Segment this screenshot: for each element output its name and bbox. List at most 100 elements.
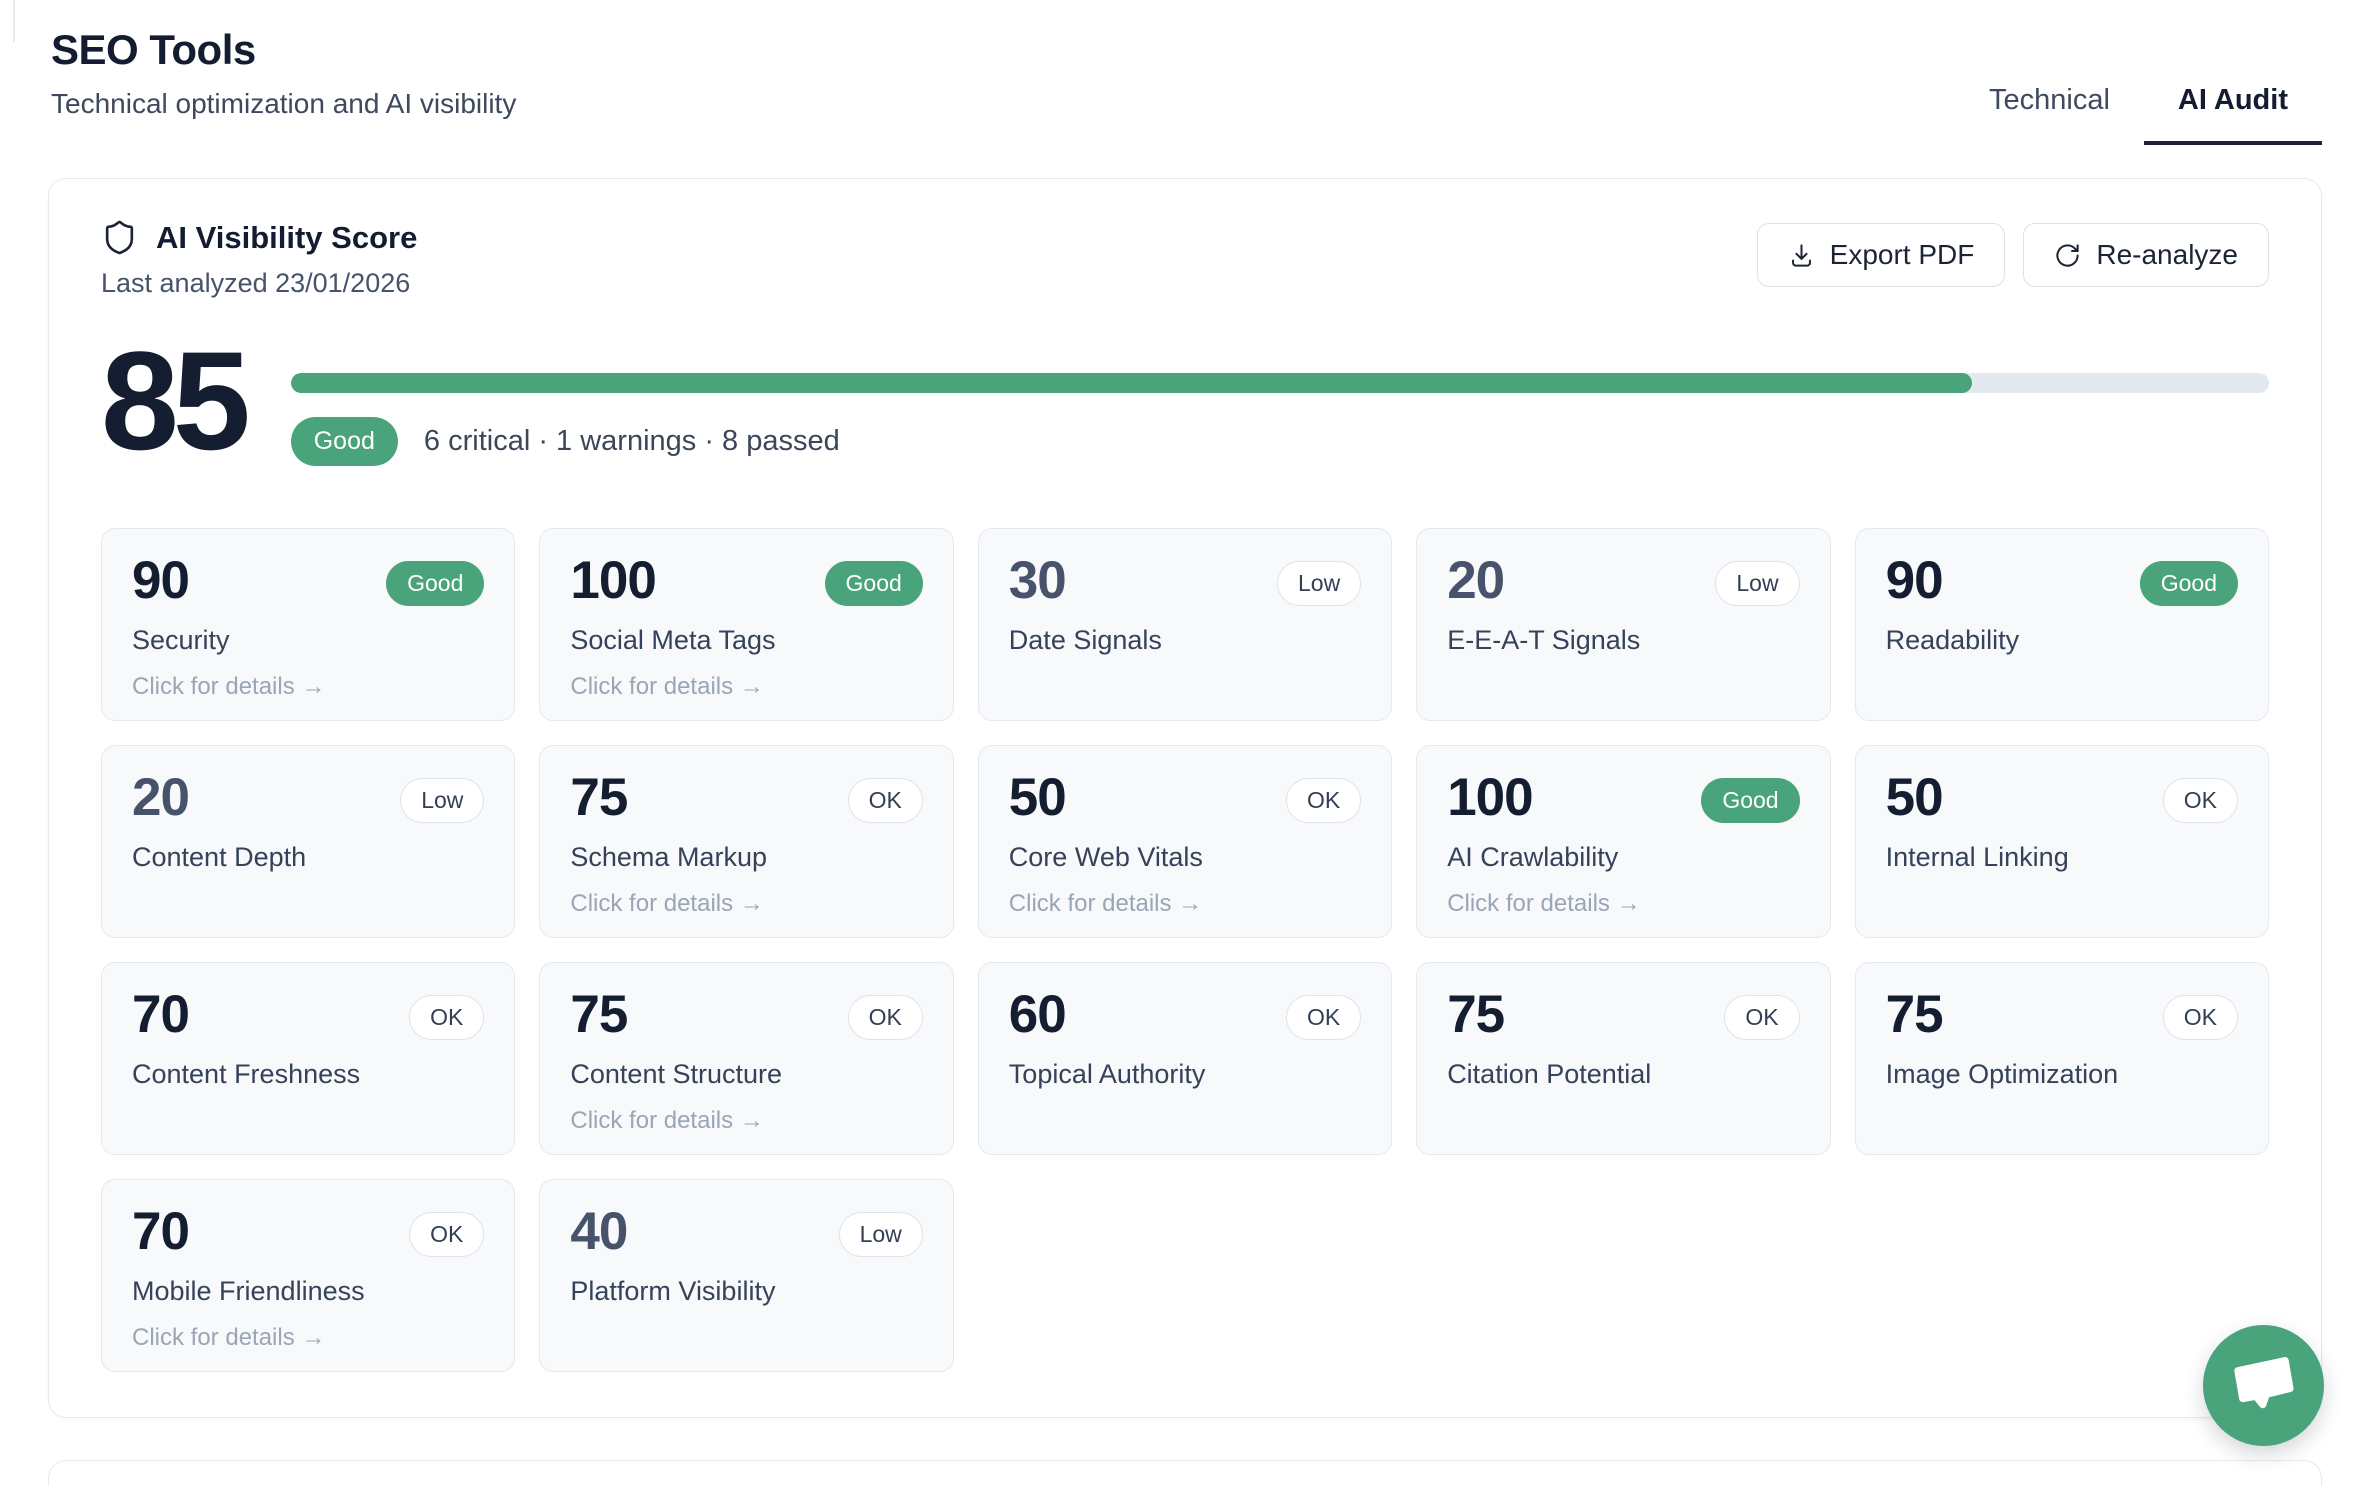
metric-label: Content Structure — [570, 1058, 783, 1089]
metric-card[interactable]: 75 OK Content Structure Click for detail… — [539, 962, 954, 1155]
metric-status-badge: OK — [2162, 995, 2238, 1040]
metric-label: Security — [132, 624, 230, 655]
page-title: SEO Tools — [51, 26, 256, 73]
metric-label: Social Meta Tags — [570, 624, 776, 655]
tab-ai-audit[interactable]: AI Audit — [2143, 84, 2322, 145]
page-subtitle: Technical optimization and AI visibility — [51, 88, 517, 119]
metric-status-badge: Low — [1715, 561, 1800, 606]
metric-score: 20 — [132, 768, 190, 827]
metric-status-badge: OK — [1285, 995, 1362, 1040]
score-summary-text: 6 critical · 1 warnings · 8 passed — [423, 425, 840, 457]
metric-status-badge: Good — [1701, 778, 1800, 823]
metric-score: 70 — [132, 985, 190, 1044]
metric-details-link[interactable]: Click for details → — [132, 672, 326, 700]
metric-card[interactable]: 20 Low Content Depth — [101, 745, 516, 938]
score-row: 85 Good 6 critical · 1 warnings · 8 pass… — [101, 322, 2269, 479]
metric-card[interactable]: 50 OK Internal Linking — [1854, 745, 2269, 938]
chat-bubble-icon — [2230, 1354, 2298, 1418]
metric-label: Schema Markup — [570, 841, 767, 872]
metric-label: Date Signals — [1008, 624, 1162, 655]
metric-score: 50 — [1885, 768, 1944, 827]
metric-status-badge: Good — [824, 561, 923, 606]
export-pdf-button[interactable]: Export PDF — [1756, 223, 2006, 287]
metric-status-badge: Good — [2139, 561, 2238, 606]
panel-title: AI Visibility Score — [156, 219, 418, 255]
metric-score: 100 — [1447, 768, 1533, 827]
metric-card[interactable]: 100 Good AI Crawlability Click for detai… — [1416, 745, 1831, 938]
metric-score: 60 — [1008, 985, 1067, 1044]
metric-details-link[interactable]: Click for details → — [1447, 889, 1641, 917]
metric-card[interactable]: 40 Low Platform Visibility — [539, 1179, 954, 1372]
metric-card[interactable]: 75 OK Citation Potential — [1416, 962, 1831, 1155]
download-icon — [1788, 242, 1815, 269]
score-progress-fill — [290, 373, 1973, 393]
metric-score: 75 — [570, 985, 628, 1044]
metric-status-badge: Good — [386, 561, 485, 606]
metric-label: Core Web Vitals — [1008, 841, 1203, 872]
metric-score: 100 — [570, 551, 656, 610]
page-heading-block: SEO Tools Technical optimization and AI … — [51, 26, 516, 145]
metric-status-badge: OK — [2162, 778, 2238, 823]
metric-details-link[interactable]: Click for details → — [570, 672, 764, 700]
metric-score: 90 — [132, 551, 190, 610]
metric-details-link[interactable]: Click for details → — [570, 1106, 764, 1134]
metric-status-badge: OK — [1285, 778, 1362, 823]
metric-card[interactable]: 50 OK Core Web Vitals Click for details … — [977, 745, 1393, 938]
panel-header: AI Visibility Score Last analyzed 23/01/… — [101, 219, 2269, 299]
metric-card[interactable]: 100 Good Social Meta Tags Click for deta… — [539, 528, 954, 721]
metric-score: 90 — [1885, 551, 1944, 610]
ai-visibility-panel: AI Visibility Score Last analyzed 23/01/… — [48, 178, 2322, 1418]
page-header: SEO Tools Technical optimization and AI … — [0, 0, 2370, 145]
score-progress-track — [290, 373, 2269, 393]
metric-label: Mobile Friendliness — [132, 1275, 365, 1306]
shield-icon — [101, 219, 138, 256]
metric-label: Readability — [1885, 624, 2020, 655]
metric-card[interactable]: 90 Good Readability — [1854, 528, 2269, 721]
metric-card[interactable]: 75 OK Schema Markup Click for details → — [539, 745, 954, 938]
metric-label: Topical Authority — [1008, 1058, 1206, 1089]
metric-details-link[interactable]: Click for details → — [570, 889, 764, 917]
metric-status-badge: OK — [409, 995, 485, 1040]
metric-label: Internal Linking — [1885, 841, 2069, 872]
score-status-badge: Good — [290, 417, 398, 466]
metrics-grid: 90 Good Security Click for details → 100… — [101, 528, 2269, 1372]
metric-label: Citation Potential — [1447, 1058, 1652, 1089]
refresh-icon — [2054, 242, 2081, 269]
chat-fab-button[interactable] — [2203, 1325, 2324, 1446]
metric-card[interactable]: 75 OK Image Optimization — [1854, 962, 2269, 1155]
tab-technical[interactable]: Technical — [1989, 84, 2110, 116]
next-section-panel — [48, 1460, 2322, 1486]
metric-status-badge: OK — [1724, 995, 1800, 1040]
metric-status-badge: Low — [838, 1212, 923, 1257]
sidebar-edge-line — [13, 0, 15, 42]
overall-score: 85 — [101, 322, 251, 479]
metric-card[interactable]: 20 Low E-E-A-T Signals — [1416, 528, 1831, 721]
last-analyzed-text: Last analyzed 23/01/2026 — [101, 268, 411, 298]
metric-card[interactable]: 70 OK Content Freshness — [101, 962, 516, 1155]
metric-status-badge: Low — [1276, 561, 1362, 606]
metric-score: 20 — [1447, 551, 1505, 610]
metric-label: E-E-A-T Signals — [1447, 624, 1641, 655]
metric-score: 50 — [1008, 768, 1067, 827]
metric-card[interactable]: 90 Good Security Click for details → — [101, 528, 516, 721]
metric-status-badge: OK — [409, 1212, 485, 1257]
panel-actions: Export PDF Re-analyze — [1756, 223, 2269, 287]
reanalyze-button[interactable]: Re-analyze — [2023, 223, 2269, 287]
metric-label: Platform Visibility — [570, 1275, 776, 1306]
metric-label: Image Optimization — [1885, 1058, 2119, 1089]
metric-card[interactable]: 30 Low Date Signals — [977, 528, 1393, 721]
metric-status-badge: OK — [847, 995, 923, 1040]
metric-card[interactable]: 70 OK Mobile Friendliness Click for deta… — [101, 1179, 516, 1372]
metric-status-badge: Low — [400, 778, 485, 823]
metric-details-link[interactable]: Click for details → — [132, 1323, 326, 1351]
metric-label: Content Freshness — [132, 1058, 361, 1089]
metric-label: Content Depth — [132, 841, 307, 872]
panel-heading-block: AI Visibility Score Last analyzed 23/01/… — [101, 219, 417, 299]
metric-details-link[interactable]: Click for details → — [1008, 889, 1203, 917]
metric-score: 70 — [132, 1202, 190, 1261]
metric-card[interactable]: 60 OK Topical Authority — [977, 962, 1393, 1155]
metric-status-badge: OK — [847, 778, 923, 823]
metric-score: 75 — [1447, 985, 1505, 1044]
export-pdf-label: Export PDF — [1829, 239, 1975, 270]
metric-label: AI Crawlability — [1447, 841, 1619, 872]
